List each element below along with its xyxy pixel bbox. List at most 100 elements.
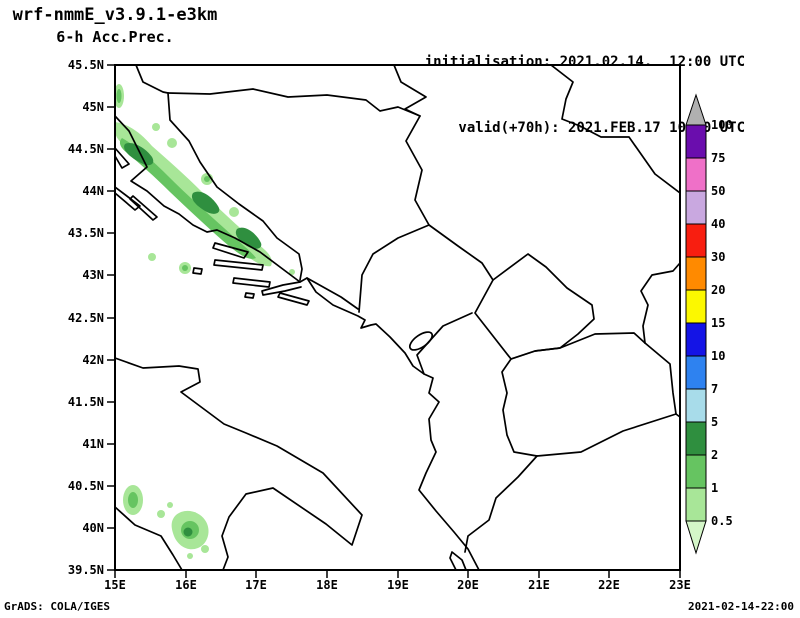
precip-blob — [182, 265, 188, 271]
colorbar-segment — [685, 190, 707, 225]
x-axis-labels: 15E 16E 17E 18E 19E 20E 21E 22E 23E — [104, 578, 691, 592]
y-axis-tick-label: 42N — [82, 353, 104, 367]
y-axis-tick-label: 39.5N — [68, 563, 104, 577]
colorbar-segment — [685, 256, 707, 291]
model-title: wrf-nmmE_v3.9.1-e3km — [12, 5, 218, 25]
colorbar-arrow-top — [685, 93, 707, 126]
time-block: initialisation: 2021.02.14. 12:00 UTC va… — [425, 7, 745, 183]
y-axis-tick-label: 44N — [82, 184, 104, 198]
x-axis-tick-label: 22E — [598, 578, 620, 592]
colorbar-segment — [685, 355, 707, 390]
precip-core — [183, 527, 193, 537]
coastline-east-adriatic — [115, 115, 480, 570]
colorbar-segment — [685, 124, 707, 159]
precip-blob — [116, 89, 122, 103]
colorbar-label: 1 — [711, 481, 718, 495]
x-axis-tick-label: 18E — [316, 578, 338, 592]
colorbar-segment — [685, 322, 707, 357]
y-axis-tick-label: 43.5N — [68, 226, 104, 240]
y-axis-tick-label: 40N — [82, 521, 104, 535]
border-croatia-bosnia-west — [167, 92, 303, 281]
border-albania-greece — [464, 455, 538, 553]
border-dubrovnik-strip — [306, 277, 359, 310]
grads-credit: GrADS: COLA/IGES — [4, 600, 110, 613]
y-axis-tick-label: 40.5N — [68, 479, 104, 493]
y-axis-tick-label: 45.5N — [68, 58, 104, 72]
precip-blob — [204, 176, 210, 182]
border-macedonia-south — [536, 413, 677, 457]
colorbar-segment — [685, 421, 707, 456]
plot-frame — [114, 64, 681, 571]
colorbar-label: 0.5 — [711, 514, 733, 528]
border-serbia-montenegro — [428, 224, 494, 281]
colorbar-segment — [685, 289, 707, 324]
colorbar-label: 50 — [711, 184, 725, 198]
border-montenegro-albania — [416, 312, 473, 375]
lake-skadar — [408, 331, 434, 351]
peninsula-peljesac — [261, 281, 302, 296]
coastline-italy-adriatic — [115, 357, 363, 570]
colorbar-label: 75 — [711, 151, 725, 165]
x-axis-tick-label: 16E — [175, 578, 197, 592]
island-kornati — [129, 195, 158, 221]
x-axis-tick-label: 15E — [104, 578, 126, 592]
precip-band-dalmatia-mid — [119, 138, 256, 259]
island-brac — [212, 242, 249, 259]
precip-core — [191, 191, 220, 214]
border-macedonia-west — [501, 358, 538, 457]
precip-blob — [152, 123, 160, 131]
product-title: 6-h Acc.Prec. — [56, 28, 174, 46]
colorbar-label: 15 — [711, 316, 725, 330]
colorbar-label: 10 — [711, 349, 725, 363]
precip-blob — [167, 138, 177, 148]
y-axis-tick-label: 44.5N — [68, 142, 104, 156]
colorbar-segment — [685, 223, 707, 258]
colorbar-label: 100 — [711, 118, 733, 132]
colorbar: 100 75 50 40 30 20 15 10 7 5 2 1 0.5 — [685, 93, 733, 555]
precip-shading — [115, 84, 295, 559]
precip-core — [124, 142, 154, 166]
colorbar-label: 30 — [711, 250, 725, 264]
island-lastovo — [244, 292, 255, 299]
precip-blob — [187, 553, 193, 559]
colorbar-segment — [685, 157, 707, 192]
precip-blob — [157, 510, 165, 518]
creation-timestamp: 2021-02-14-22:00 — [688, 600, 794, 613]
x-axis-tick-label: 17E — [245, 578, 267, 592]
map-lines — [115, 65, 680, 570]
border-macedonia-east — [644, 342, 677, 415]
border-kosovo — [474, 253, 595, 360]
island-hvar — [213, 259, 264, 271]
y-axis-tick-label: 42.5N — [68, 311, 104, 325]
y-axis-tick-label: 45N — [82, 100, 104, 114]
precip-core — [235, 227, 262, 249]
y-axis-tick-label: 41N — [82, 437, 104, 451]
y-axis-tick-label: 41.5N — [68, 395, 104, 409]
border-macedonia-north — [510, 332, 646, 360]
precip-level-dark — [124, 142, 262, 537]
colorbar-label: 2 — [711, 448, 718, 462]
island-corfu — [449, 551, 467, 570]
colorbar-segment — [685, 487, 707, 522]
island-pag — [115, 147, 130, 169]
x-axis-tick-label: 23E — [669, 578, 691, 592]
x-axis-tick-label: 20E — [457, 578, 479, 592]
colorbar-segment — [685, 388, 707, 423]
precip-blob — [201, 545, 209, 553]
precip-blob — [229, 207, 239, 217]
border-slovenia-croatia — [135, 65, 169, 94]
y-axis-tick-label: 43N — [82, 268, 104, 282]
x-axis-tick-label: 19E — [387, 578, 409, 592]
colorbar-label: 5 — [711, 415, 718, 429]
island-vis — [192, 267, 203, 275]
border-danube-romania — [550, 65, 680, 194]
y-axis-labels: 45.5N 45N 44.5N 44N 43.5N 43N 42.5N 42N … — [68, 58, 104, 577]
colorbar-label: 40 — [711, 217, 725, 231]
island-mljet — [277, 292, 310, 306]
border-serbia-bulgaria — [640, 262, 680, 344]
x-axis-tick-label: 21E — [528, 578, 550, 592]
coastline-italy-tyrrhenian — [115, 506, 183, 570]
colorbar-label: 20 — [711, 283, 725, 297]
